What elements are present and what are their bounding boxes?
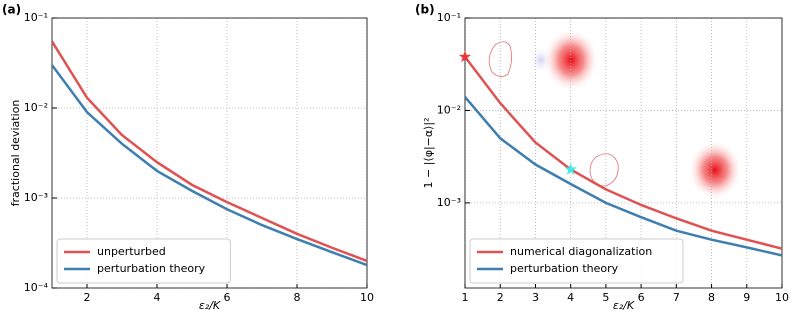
x-tick-label: 3: [532, 291, 539, 304]
line: [465, 96, 782, 257]
x-tick-label: 8: [708, 291, 715, 304]
y-tick-label: 10⁻¹: [24, 11, 48, 24]
y-tick-label: 10⁻³: [437, 196, 461, 209]
x-tick-label: 6: [638, 291, 645, 304]
contour: [589, 153, 619, 187]
y-tick-label: 10⁻⁴: [24, 281, 49, 294]
line: [52, 64, 367, 267]
x-tick-label: 10: [775, 291, 789, 304]
y-tick-label: 10⁻¹: [437, 11, 461, 24]
y-axis-label: fractional deviation: [9, 100, 22, 207]
x-axis-label: ε₂/K: [199, 299, 221, 312]
line: [465, 56, 782, 250]
legend-box: [469, 238, 684, 284]
x-tick-label: 10: [360, 291, 374, 304]
x-tick-label: 4: [567, 291, 574, 304]
x-tick-label: 8: [294, 291, 301, 304]
legend-label: perturbation theory: [510, 262, 619, 275]
x-tick-label: 2: [497, 291, 504, 304]
x-axis-label: ε₂/K: [613, 299, 635, 312]
wigner-background: [488, 28, 742, 200]
x-tick-label: 2: [84, 291, 91, 304]
x-tick-label: 1: [462, 291, 469, 304]
legend-label: perturbation theory: [97, 262, 206, 275]
panel-label: (a): [2, 3, 21, 17]
x-tick-label: 5: [602, 291, 609, 304]
panel-label: (b): [415, 3, 435, 17]
legend-label: unperturbed: [97, 245, 166, 258]
blob: [688, 140, 742, 200]
x-tick-label: 9: [743, 291, 750, 304]
star-marker: [458, 50, 472, 63]
star-marker: [564, 162, 577, 175]
plot-frame: [51, 17, 368, 289]
y-tick-label: 10⁻²: [24, 101, 48, 114]
x-tick-label: 7: [673, 291, 680, 304]
legend-box: [56, 238, 231, 284]
contour: [488, 41, 512, 77]
line: [52, 40, 367, 263]
x-tick-label: 6: [224, 291, 231, 304]
y-axis-label: 1 − |⟨φ|−α⟩|²: [422, 117, 435, 188]
plot-frame: [464, 17, 783, 289]
y-tick-label: 10⁻²: [437, 103, 461, 116]
y-tick-label: 10⁻³: [24, 191, 48, 204]
legend-label: numerical diagonalization: [510, 245, 652, 258]
x-tick-label: 4: [154, 291, 161, 304]
